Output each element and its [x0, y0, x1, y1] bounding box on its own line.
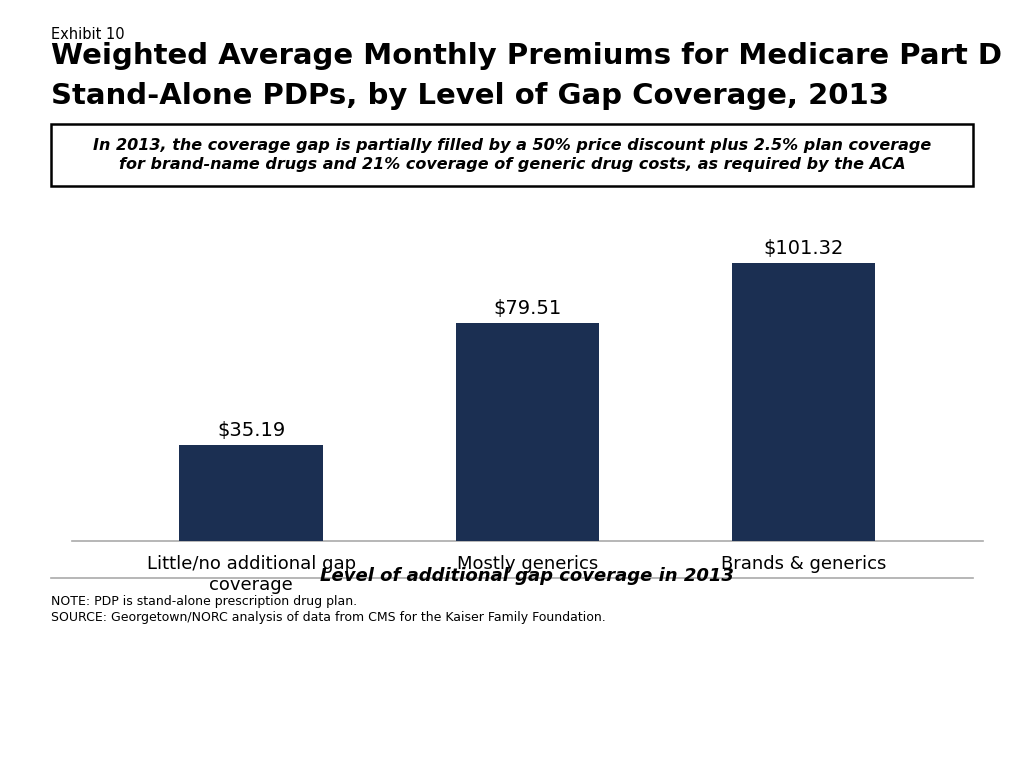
- Text: SOURCE: Georgetown/NORC analysis of data from CMS for the Kaiser Family Foundati: SOURCE: Georgetown/NORC analysis of data…: [51, 611, 606, 624]
- Text: NOTE: PDP is stand-alone prescription drug plan.: NOTE: PDP is stand-alone prescription dr…: [51, 595, 357, 608]
- Bar: [456, 323, 599, 541]
- Text: Level of additional gap coverage in 2013: Level of additional gap coverage in 2013: [321, 567, 734, 584]
- Text: KAISER: KAISER: [891, 664, 970, 683]
- Text: Stand-Alone PDPs, by Level of Gap Coverage, 2013: Stand-Alone PDPs, by Level of Gap Covera…: [51, 82, 889, 110]
- Text: Exhibit 10: Exhibit 10: [51, 27, 125, 42]
- Text: Weighted Average Monthly Premiums for Medicare Part D: Weighted Average Monthly Premiums for Me…: [51, 42, 1002, 70]
- Text: $35.19: $35.19: [217, 421, 286, 439]
- Bar: [179, 445, 323, 541]
- Text: FAMILY: FAMILY: [900, 692, 961, 707]
- Text: $79.51: $79.51: [494, 299, 561, 318]
- Bar: [732, 263, 876, 541]
- Text: FOUNDATION: FOUNDATION: [896, 719, 965, 728]
- Text: THE HENRY J.: THE HENRY J.: [907, 644, 953, 650]
- Text: $101.32: $101.32: [763, 239, 844, 257]
- Text: for brand-name drugs and 21% coverage of generic drug costs, as required by the : for brand-name drugs and 21% coverage of…: [119, 157, 905, 172]
- Text: In 2013, the coverage gap is partially filled by a 50% price discount plus 2.5% : In 2013, the coverage gap is partially f…: [93, 138, 931, 154]
